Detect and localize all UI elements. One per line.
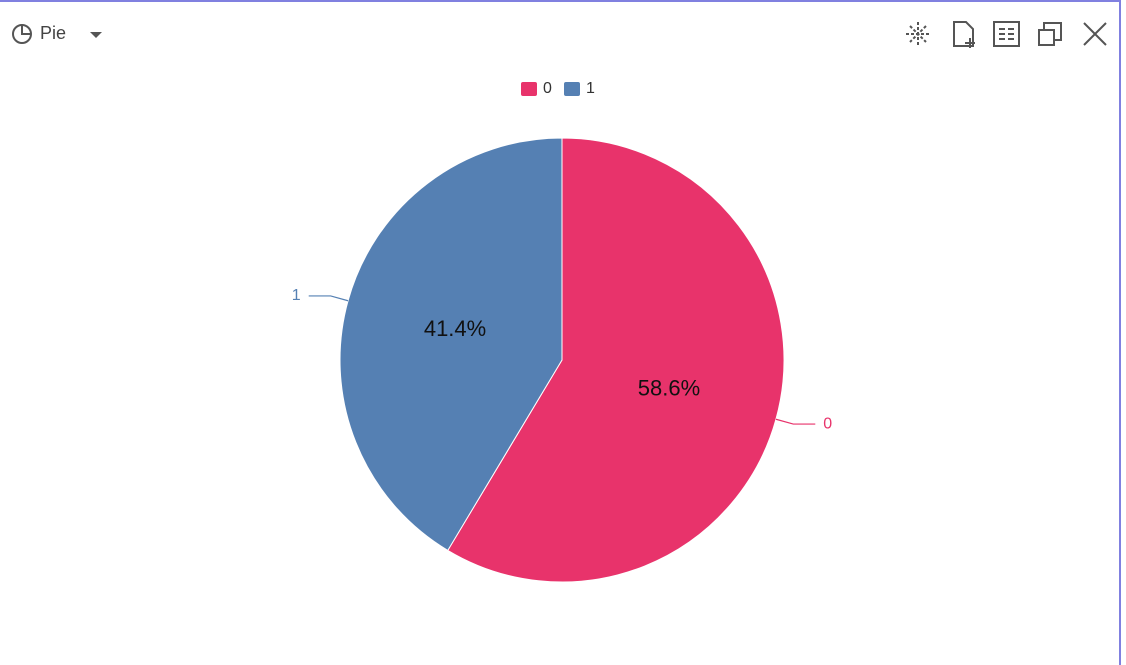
focus-button[interactable] <box>906 22 930 46</box>
slice-category-label: 1 <box>292 287 301 304</box>
pie-slice <box>339 137 563 552</box>
legend-label: 0 <box>543 80 552 97</box>
legend-label: 1 <box>586 80 595 97</box>
slice-value-label: 41.4% <box>424 316 486 341</box>
slice-value-label: 58.6% <box>638 375 700 400</box>
close-button[interactable] <box>1083 22 1107 46</box>
chart-type-selector[interactable]: Pie <box>12 23 102 44</box>
chart-type-label: Pie <box>40 23 66 43</box>
popout-button[interactable] <box>1038 22 1062 46</box>
dropdown-caret <box>90 32 102 38</box>
pie-icon-slice <box>21 25 31 35</box>
pie-slice <box>447 137 785 583</box>
slice-category-label: 0 <box>823 415 832 432</box>
legend-swatch <box>521 82 537 96</box>
label-leader-line <box>308 295 349 302</box>
legend-swatch <box>564 82 580 96</box>
table-view-button[interactable] <box>993 21 1020 47</box>
toolbar-icons <box>906 21 1107 48</box>
new-document-button[interactable] <box>953 21 975 48</box>
label-leader-line <box>775 418 816 425</box>
